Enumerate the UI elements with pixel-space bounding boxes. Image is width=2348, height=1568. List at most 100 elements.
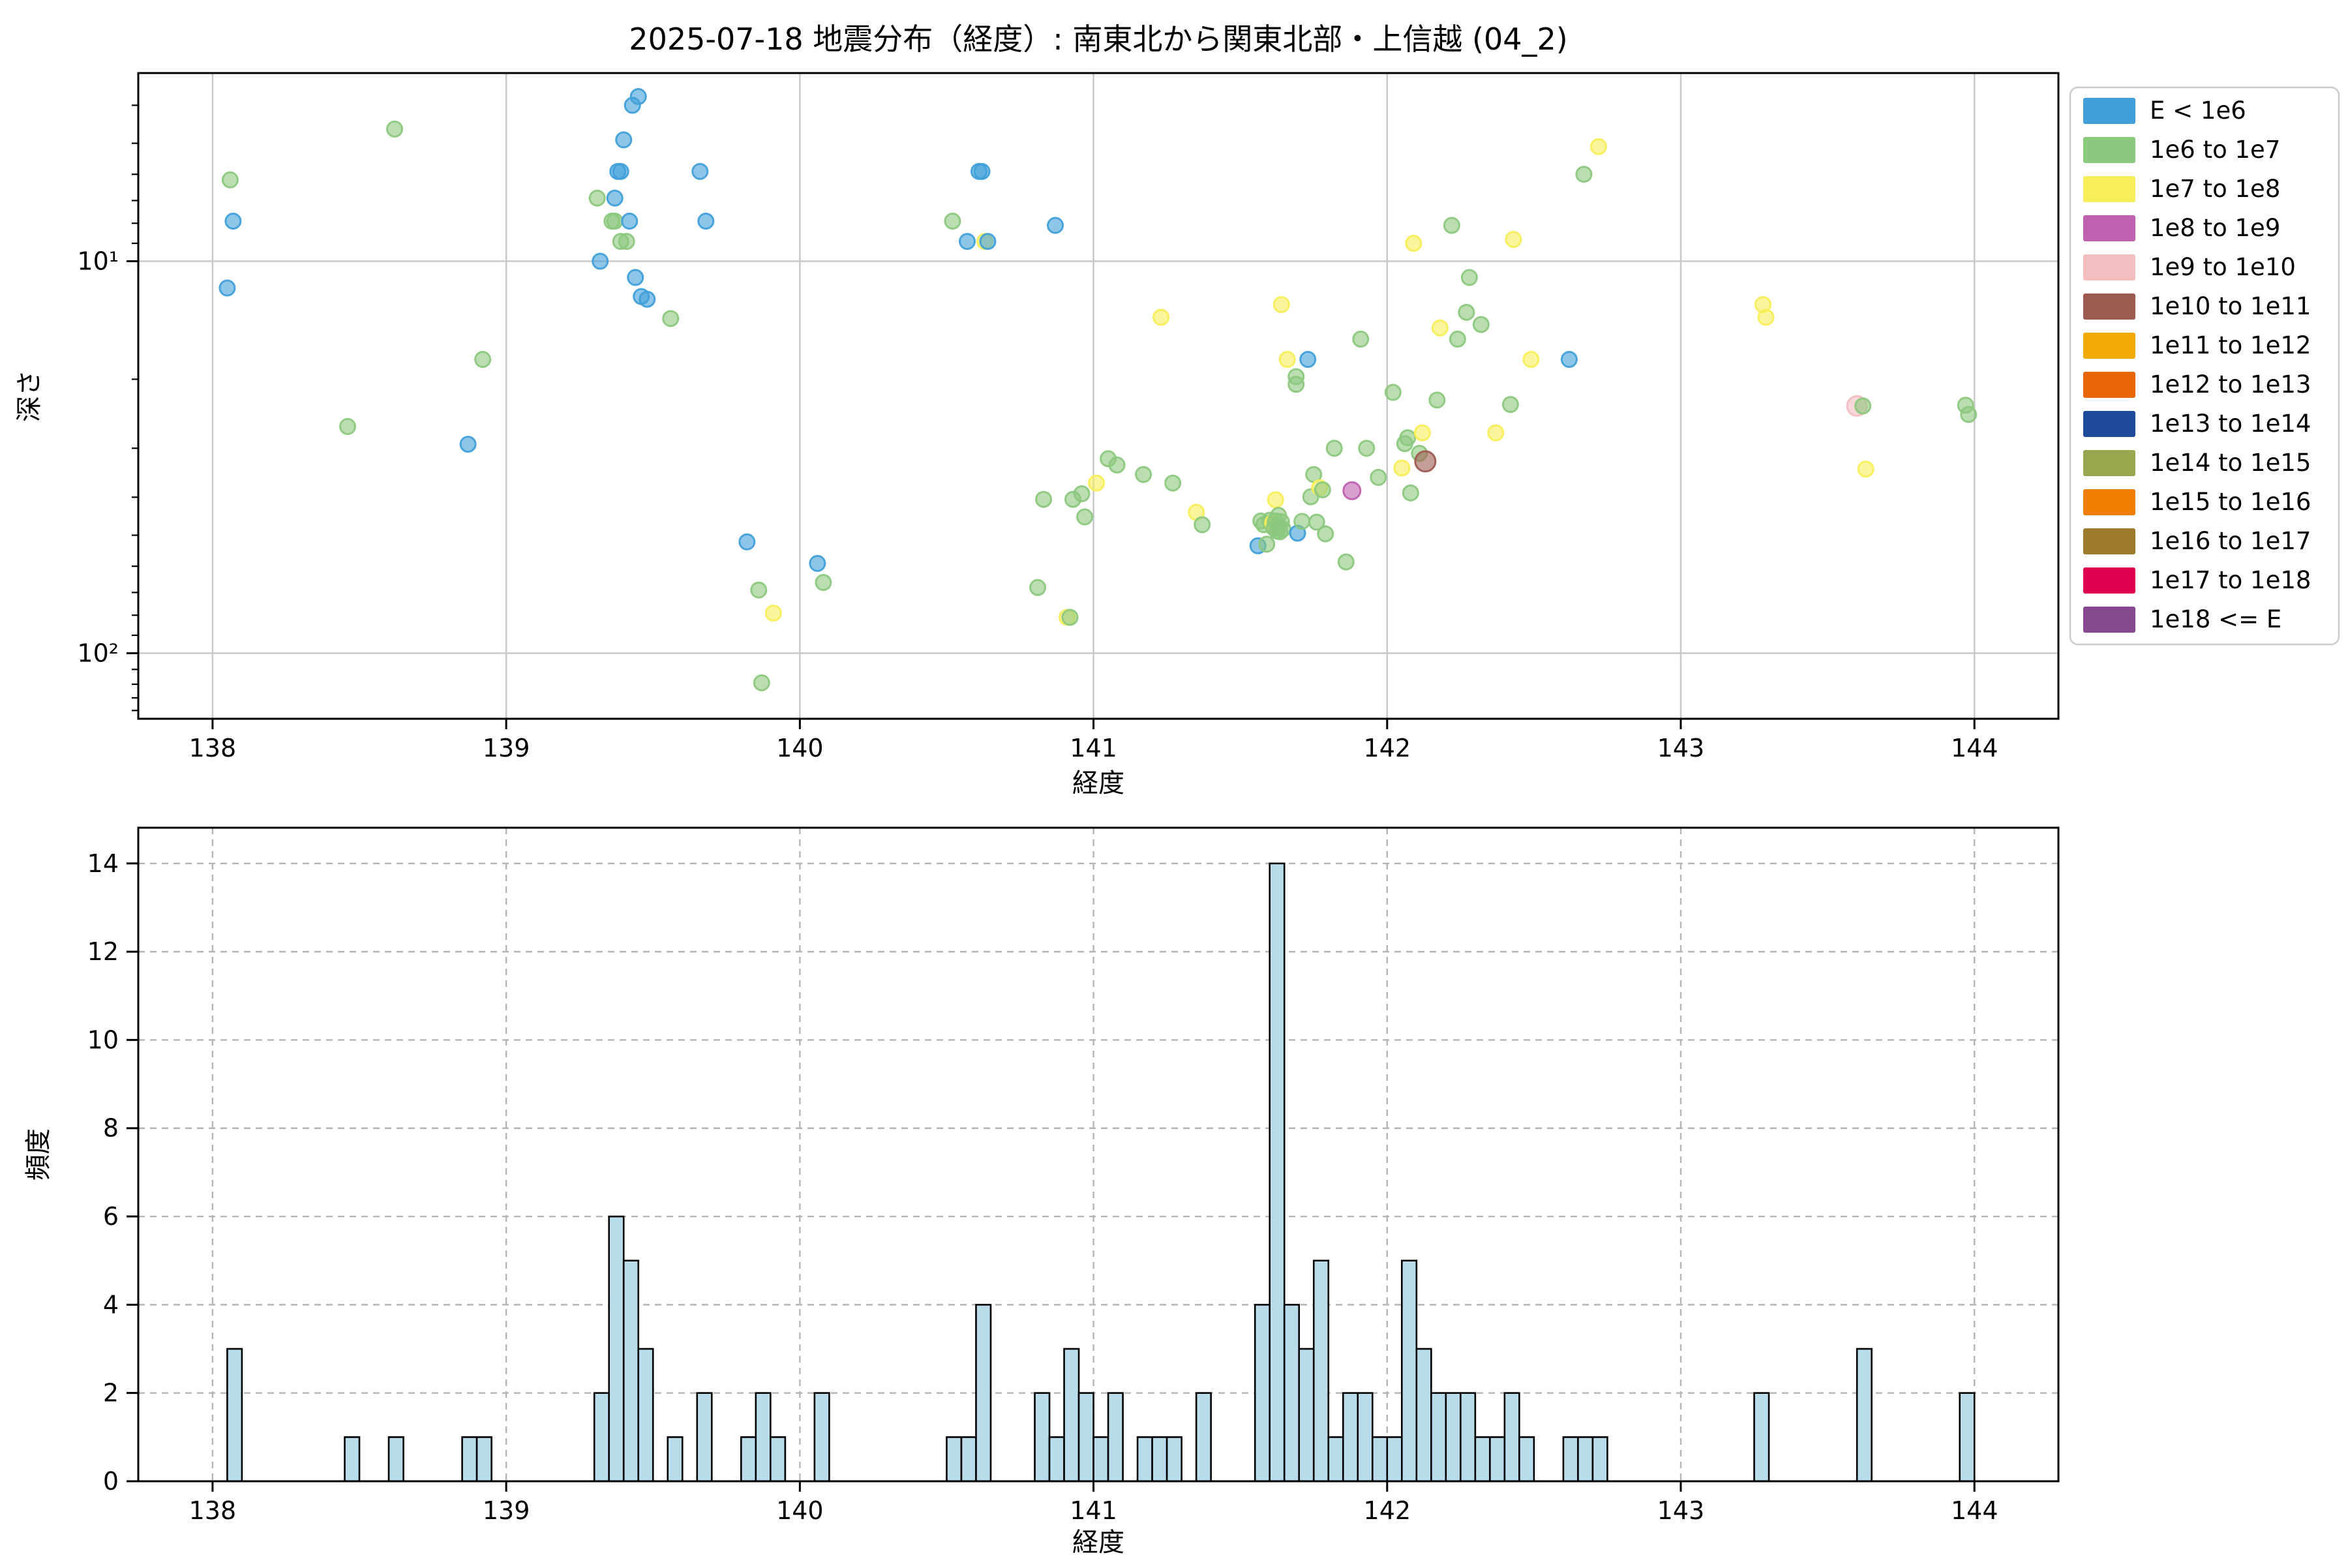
legend-item-label: 1e6 to 1e7 bbox=[2150, 136, 2280, 164]
scatter-xtick-label: 140 bbox=[776, 734, 824, 762]
histogram-bar bbox=[1415, 1348, 1432, 1483]
scatter-point bbox=[1857, 460, 1874, 478]
scatter-point bbox=[1428, 391, 1446, 409]
scatter-ytick-label: 10² bbox=[77, 639, 119, 667]
legend-swatch bbox=[2083, 137, 2135, 163]
histogram-bar bbox=[1577, 1436, 1594, 1483]
legend-swatch bbox=[2083, 372, 2135, 398]
scatter-point bbox=[662, 310, 680, 327]
scatter-ytick-label: 10¹ bbox=[77, 247, 119, 276]
legend-swatch bbox=[2083, 450, 2135, 476]
scatter-point bbox=[1589, 138, 1607, 155]
scatter-point bbox=[474, 351, 492, 369]
scatter-point bbox=[588, 189, 606, 207]
hist-xtick-label: 139 bbox=[483, 1496, 530, 1525]
histogram-bar bbox=[461, 1436, 478, 1483]
histogram-bar bbox=[813, 1392, 830, 1483]
scatter-point bbox=[1267, 491, 1284, 509]
scatter-point bbox=[1960, 406, 1978, 423]
histogram-xaxis-label: 経度 bbox=[1072, 1528, 1124, 1558]
scatter-xaxis-label: 経度 bbox=[1072, 768, 1124, 798]
histogram-bar bbox=[1048, 1436, 1065, 1483]
scatter-point bbox=[1352, 330, 1370, 348]
scatter-point bbox=[386, 120, 404, 138]
hist-xtick-label: 142 bbox=[1364, 1496, 1411, 1525]
histogram-bar bbox=[1591, 1436, 1608, 1483]
histogram-bar bbox=[1269, 862, 1286, 1483]
hist-xtick-label: 140 bbox=[776, 1496, 824, 1525]
histogram-bar bbox=[387, 1436, 404, 1483]
legend-item-label: E < 1e6 bbox=[2150, 97, 2246, 125]
histogram-bar bbox=[1312, 1259, 1330, 1483]
scatter-point bbox=[697, 213, 715, 230]
histogram-bar bbox=[593, 1392, 610, 1483]
scatter-point bbox=[621, 213, 639, 230]
histogram-bar bbox=[1474, 1436, 1491, 1483]
histogram-bar bbox=[1327, 1436, 1344, 1483]
scatter-point bbox=[1152, 309, 1170, 326]
scatter-point bbox=[629, 88, 647, 106]
figure-title: 2025-07-18 地震分布（経度）: 南東北から関東北部・上信越 (04_2… bbox=[629, 22, 1567, 57]
histogram-bar bbox=[946, 1436, 963, 1483]
histogram-bar bbox=[1298, 1348, 1315, 1483]
histogram-bar bbox=[1856, 1348, 1873, 1483]
scatter-point bbox=[459, 436, 477, 453]
legend-item-label: 1e15 to 1e16 bbox=[2150, 488, 2311, 516]
scatter-point bbox=[1393, 459, 1411, 477]
hist-ytick-label: 10 bbox=[87, 1025, 119, 1054]
legend-swatch bbox=[2083, 294, 2135, 320]
histogram-bar bbox=[1107, 1392, 1124, 1483]
histogram-bar bbox=[755, 1392, 772, 1483]
histogram-bar bbox=[1460, 1392, 1477, 1483]
hist-ytick-label: 12 bbox=[87, 937, 119, 966]
histogram-bar bbox=[1753, 1392, 1770, 1483]
scatter-point bbox=[738, 533, 756, 550]
scatter-point bbox=[1501, 396, 1519, 414]
histogram-bar bbox=[608, 1215, 625, 1483]
scatter-point bbox=[1073, 485, 1091, 503]
scatter-point bbox=[1108, 456, 1126, 474]
scatter-point bbox=[615, 131, 633, 149]
scatter-point bbox=[1405, 235, 1422, 252]
scatter-point bbox=[1370, 468, 1387, 486]
legend-item-label: 1e10 to 1e11 bbox=[2150, 292, 2311, 320]
histogram-bar bbox=[667, 1436, 684, 1483]
histogram-bar bbox=[1357, 1392, 1374, 1483]
histogram-bar bbox=[1195, 1392, 1212, 1483]
scatter-point bbox=[612, 162, 629, 180]
histogram-bar bbox=[226, 1348, 243, 1483]
legend-item-label: 1e9 to 1e10 bbox=[2150, 253, 2296, 281]
scatter-point bbox=[1413, 424, 1431, 442]
legend-swatch bbox=[2083, 333, 2135, 359]
scatter-point bbox=[1460, 269, 1478, 286]
scatter-point bbox=[1035, 490, 1053, 508]
histogram-bar bbox=[1503, 1392, 1520, 1483]
scatter-point bbox=[339, 417, 357, 435]
legend-item-label: 1e16 to 1e17 bbox=[2150, 527, 2311, 555]
scatter-point bbox=[815, 574, 832, 592]
scatter-point bbox=[1342, 481, 1362, 500]
scatter-point bbox=[1317, 525, 1334, 543]
scatter-point bbox=[750, 581, 768, 599]
histogram-bar bbox=[1077, 1392, 1094, 1483]
scatter-point bbox=[1314, 481, 1331, 498]
histogram-bar bbox=[960, 1436, 977, 1483]
scatter-point bbox=[979, 233, 997, 250]
scatter-point bbox=[592, 252, 609, 270]
scatter-point bbox=[606, 213, 624, 230]
histogram-bar bbox=[1151, 1436, 1168, 1483]
scatter-point bbox=[1449, 330, 1466, 348]
legend-item-label: 1e12 to 1e13 bbox=[2150, 370, 2311, 399]
scatter-point bbox=[224, 213, 242, 230]
legend-item-label: 1e14 to 1e15 bbox=[2150, 449, 2311, 477]
histogram-bar bbox=[975, 1304, 992, 1483]
scatter-point bbox=[753, 674, 770, 691]
scatter-point bbox=[1029, 579, 1047, 596]
scatter-xtick-label: 141 bbox=[1070, 734, 1117, 762]
histogram-bar bbox=[1166, 1436, 1182, 1483]
histogram-bar bbox=[1342, 1392, 1359, 1483]
legend-item-label: 1e13 to 1e14 bbox=[2150, 410, 2311, 438]
hist-xtick-label: 143 bbox=[1657, 1496, 1705, 1525]
scatter-point bbox=[1358, 440, 1376, 457]
histogram-bar bbox=[1254, 1304, 1271, 1483]
